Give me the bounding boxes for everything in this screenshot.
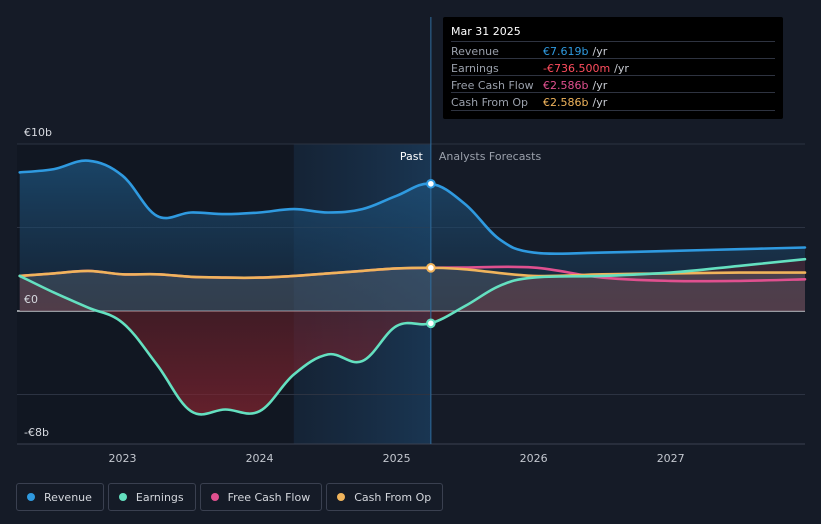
- x-tick-label: 2024: [246, 452, 274, 465]
- y-tick-label: €0: [24, 293, 38, 306]
- earnings-line: [18, 257, 807, 416]
- legend-cash-from-op[interactable]: Cash From Op: [326, 483, 444, 511]
- revenue-line: [18, 159, 807, 256]
- x-tick-label: 2023: [109, 452, 137, 465]
- earnings-marker: [426, 318, 436, 329]
- cash-from-op-marker: [426, 263, 436, 273]
- cash-from-op-line: [18, 266, 807, 280]
- revenue-marker: [426, 178, 436, 189]
- legend-label: Cash From Op: [354, 490, 432, 504]
- tooltip-label: Cash From Op: [451, 96, 529, 109]
- x-tick-label: 2027: [657, 452, 685, 465]
- y-tick-label: €10b: [24, 126, 52, 139]
- tooltip-value: €2.586b/yr: [543, 96, 608, 109]
- tooltip-date: Mar 31 2025: [451, 25, 521, 38]
- forecast-label: Analysts Forecasts: [439, 150, 542, 163]
- legend-earnings[interactable]: Earnings: [107, 483, 196, 511]
- legend-label: Earnings: [135, 490, 184, 504]
- tooltip: Mar 31 2025 Revenue €7.619b/yr Earnings …: [443, 17, 783, 119]
- tooltip-label: Free Cash Flow: [451, 79, 534, 92]
- tooltip-row-free-cash-flow: Free Cash Flow €2.586b/yr: [451, 75, 775, 93]
- legend-dot-icon: [337, 493, 346, 501]
- x-tick-label: 2025: [383, 452, 411, 465]
- legend-label: Free Cash Flow: [227, 490, 311, 504]
- y-tick-label: -€8b: [24, 426, 49, 439]
- legend-label: Revenue: [44, 490, 92, 504]
- past-label: Past: [400, 150, 424, 163]
- legend-dot-icon: [118, 493, 127, 501]
- legend: Revenue Earnings Free Cash Flow Cash Fro…: [16, 483, 444, 511]
- earnings-area: [19, 259, 805, 415]
- tooltip-row-revenue: Revenue €7.619b/yr: [451, 41, 775, 59]
- tooltip-label: Earnings: [451, 62, 499, 75]
- x-tick-label: 2026: [520, 452, 548, 465]
- tooltip-row-cash-from-op: Cash From Op €2.586b/yr: [451, 92, 775, 111]
- tooltip-label: Revenue: [451, 45, 499, 58]
- legend-dot-icon: [27, 493, 35, 501]
- legend-revenue[interactable]: Revenue: [16, 483, 104, 511]
- legend-dot-icon: [210, 493, 219, 501]
- tooltip-value: €2.586b/yr: [543, 79, 608, 92]
- tooltip-row-earnings: Earnings -€736.500m/yr: [451, 58, 775, 76]
- legend-free-cash-flow[interactable]: Free Cash Flow: [199, 483, 323, 511]
- tooltip-value: €7.619b/yr: [543, 45, 608, 58]
- tooltip-value: -€736.500m/yr: [543, 62, 629, 75]
